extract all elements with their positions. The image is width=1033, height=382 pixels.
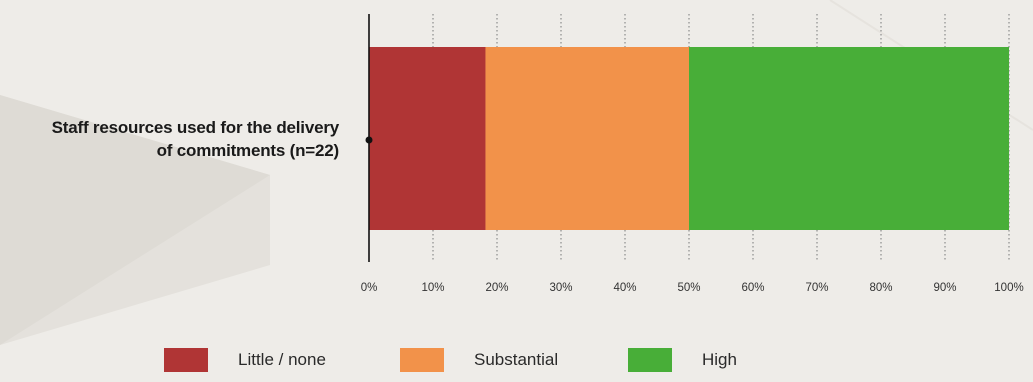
category-marker-dot [365, 136, 373, 144]
x-tick-label: 0% [361, 282, 378, 294]
legend-swatch-high [628, 348, 672, 372]
x-tick-label: 40% [613, 282, 636, 294]
x-tick-label: 60% [741, 282, 764, 294]
x-tick-label: 100% [994, 282, 1023, 294]
bars [369, 47, 1009, 230]
legend-item-high: High [628, 348, 737, 372]
category-label-line1: Staff resources used for the delivery [51, 118, 340, 137]
legend-label-substantial: Substantial [474, 350, 559, 369]
bar-segment-little-none [369, 47, 486, 230]
bar-segment-high [689, 47, 1009, 230]
x-tick-label: 90% [933, 282, 956, 294]
bar-segment-substantial [485, 47, 689, 230]
legend: Little / none Substantial High [0, 348, 1033, 376]
x-tick-label: 50% [677, 282, 700, 294]
legend-label-high: High [702, 350, 737, 369]
x-tick-label: 20% [485, 282, 508, 294]
stacked-bar-chart: 0% 10% 20% 30% 40% 50% 60% 70% 80% 90% 100% [361, 14, 1024, 294]
category-label-line2: of commitments (n=22) [156, 141, 340, 160]
legend-item-little-none: Little / none [164, 348, 326, 372]
x-tick-label: 30% [549, 282, 572, 294]
legend-swatch-little-none [164, 348, 208, 372]
x-tick-label: 10% [421, 282, 444, 294]
category-label: Staff resources used for the delivery of… [0, 116, 340, 162]
x-axis-ticks: 0% 10% 20% 30% 40% 50% 60% 70% 80% 90% 100% [361, 282, 1024, 294]
x-tick-label: 80% [869, 282, 892, 294]
legend-label-little-none: Little / none [238, 350, 326, 369]
x-tick-label: 70% [805, 282, 828, 294]
legend-swatch-substantial [400, 348, 444, 372]
legend-item-substantial: Substantial [400, 348, 558, 372]
